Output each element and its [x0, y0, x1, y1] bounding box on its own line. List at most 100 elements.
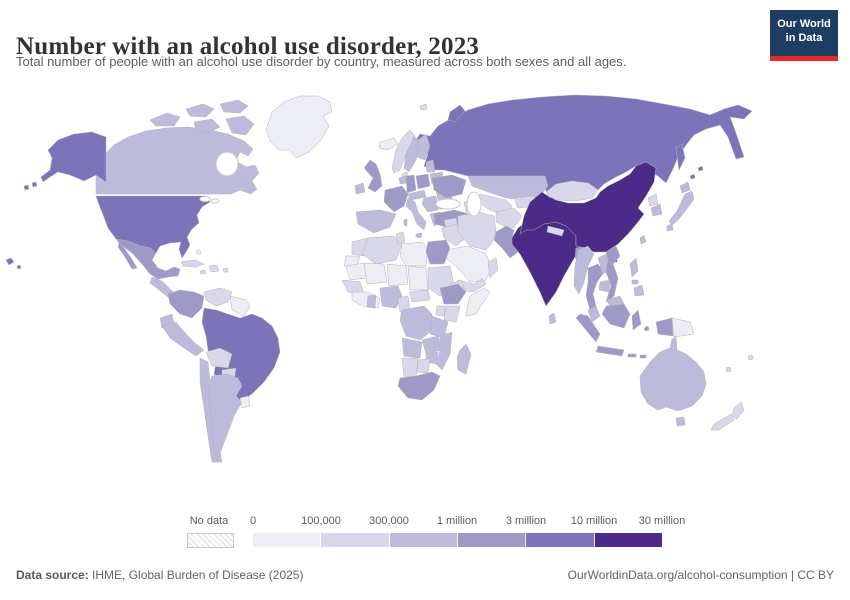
country-sri-lanka[interactable] [548, 312, 557, 325]
country-hispaniola[interactable] [208, 264, 220, 273]
country-mexico-baja[interactable] [117, 242, 138, 270]
country-poland[interactable] [415, 173, 431, 190]
country-cuba[interactable] [180, 259, 205, 268]
country-uruguay[interactable] [239, 395, 251, 409]
country-russia-sakhalin[interactable] [675, 143, 686, 171]
country-iran[interactable] [457, 211, 497, 251]
country-angola[interactable] [401, 337, 423, 359]
country-sweden[interactable] [403, 135, 421, 173]
country-iceland[interactable] [378, 137, 399, 151]
legend-segment-5[interactable] [594, 533, 662, 547]
country-vietnam[interactable] [605, 245, 621, 303]
country-united-states-hawaii[interactable] [5, 257, 15, 266]
country-madagascar[interactable] [456, 343, 472, 375]
country-mozambique[interactable] [435, 331, 453, 371]
country-nepal[interactable] [546, 225, 565, 237]
country-kenya[interactable] [443, 305, 461, 323]
country-mali[interactable] [363, 262, 388, 285]
country-canada-island3[interactable] [219, 99, 249, 114]
country-venezuela[interactable] [203, 287, 233, 307]
country-mexico[interactable] [115, 238, 181, 280]
country-germany[interactable] [405, 174, 417, 194]
country-papua-new-guinea[interactable] [671, 317, 695, 338]
country-puerto-rico[interactable] [222, 267, 229, 273]
country-balkans[interactable] [421, 195, 439, 213]
country-ethiopia[interactable] [439, 283, 467, 305]
country-libya[interactable] [399, 241, 429, 267]
country-indonesia-lesser-sunda[interactable] [627, 353, 637, 358]
country-united-states-aleutians2[interactable] [23, 184, 30, 191]
country-united-kingdom[interactable] [363, 159, 383, 193]
country-philippines-visayas[interactable] [631, 279, 639, 285]
country-new-zealand-south[interactable] [710, 413, 735, 431]
country-argentina[interactable] [207, 373, 243, 461]
country-norway[interactable] [391, 129, 416, 174]
country-france[interactable] [383, 185, 409, 213]
credit-link[interactable]: OurWorldinData.org/alcohol-consumption |… [567, 568, 834, 582]
country-colombia[interactable] [167, 289, 205, 319]
country-philippines-mindanao[interactable] [633, 284, 645, 297]
country-new-zealand-north[interactable] [731, 401, 745, 420]
country-bahamas[interactable] [195, 249, 202, 255]
country-canada-newfoundland[interactable] [242, 181, 256, 193]
country-spain[interactable] [355, 209, 397, 234]
country-norway-svalbard[interactable] [419, 103, 428, 111]
legend-color-scale[interactable] [253, 533, 662, 547]
country-south-korea[interactable] [650, 203, 663, 217]
country-ireland[interactable] [354, 182, 366, 195]
country-algeria[interactable] [361, 235, 403, 265]
country-australia[interactable] [639, 336, 707, 412]
country-japan-honshu[interactable] [668, 190, 695, 226]
country-peru[interactable] [161, 321, 205, 357]
country-ukraine[interactable] [431, 174, 467, 199]
country-finland[interactable] [416, 133, 431, 161]
country-united-states-alaska[interactable] [40, 131, 107, 183]
country-australia-tasmania[interactable] [675, 416, 686, 427]
country-tunisia[interactable] [395, 231, 406, 245]
country-bolivia[interactable] [205, 347, 233, 369]
country-italy-sicily[interactable] [415, 232, 423, 239]
country-somalia[interactable] [465, 287, 491, 317]
country-mongolia[interactable] [545, 180, 599, 202]
country-malaysia[interactable] [587, 305, 601, 323]
country-saudi-arabia[interactable] [445, 245, 493, 283]
country-canada-island1[interactable] [149, 112, 181, 127]
country-north-korea[interactable] [647, 193, 659, 207]
country-indonesia-lesser-sunda2[interactable] [639, 354, 647, 359]
country-russia-kurils2[interactable] [697, 165, 704, 172]
country-alpine-states[interactable] [407, 189, 427, 201]
country-niger[interactable] [386, 263, 409, 287]
country-united-states-aleutians1[interactable] [31, 181, 38, 188]
country-russia-novaya-zemlya[interactable] [447, 104, 466, 123]
country-indonesia-maluku[interactable] [643, 325, 650, 332]
legend-segment-0[interactable] [253, 533, 322, 547]
country-philippines-luzon[interactable] [629, 257, 639, 278]
country-indonesia-kalimantan[interactable] [601, 303, 631, 329]
country-afghanistan[interactable] [495, 207, 523, 229]
country-guyana[interactable] [229, 295, 251, 317]
country-indonesia-papua[interactable] [655, 317, 674, 337]
country-indonesia-sulawesi[interactable] [631, 309, 642, 331]
country-egypt[interactable] [425, 239, 451, 265]
country-south-africa[interactable] [397, 371, 441, 401]
country-japan-kyushu[interactable] [666, 223, 674, 232]
country-china[interactable] [519, 161, 657, 253]
legend-segment-2[interactable] [389, 533, 458, 547]
country-zambia[interactable] [421, 335, 443, 355]
country-pakistan[interactable] [493, 225, 519, 259]
legend-segment-1[interactable] [321, 533, 390, 547]
country-jamaica[interactable] [199, 269, 207, 275]
country-canada-baffin[interactable] [225, 115, 255, 136]
country-chad[interactable] [407, 265, 429, 291]
country-greenland[interactable] [265, 95, 333, 159]
country-new-caledonia[interactable] [725, 366, 732, 373]
no-data-swatch[interactable] [187, 533, 234, 548]
country-fiji[interactable] [747, 354, 754, 361]
owid-logo[interactable]: Our World in Data [770, 10, 838, 61]
country-baltic-states[interactable] [425, 159, 436, 173]
country-uganda[interactable] [435, 305, 446, 317]
country-mauritania[interactable] [345, 262, 368, 281]
country-canada-island4[interactable] [193, 118, 221, 134]
country-indonesia-java[interactable] [595, 345, 625, 357]
country-italy[interactable] [405, 197, 427, 231]
